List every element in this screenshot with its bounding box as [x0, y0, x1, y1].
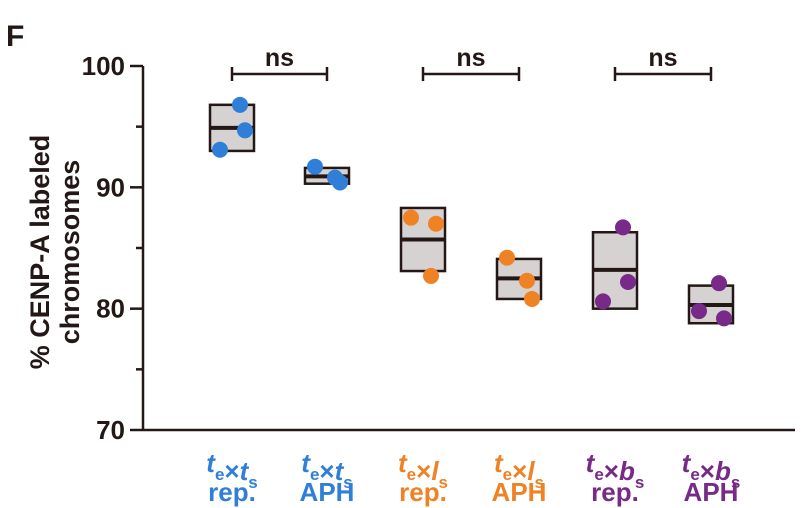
data-point — [428, 215, 444, 232]
data-point — [519, 272, 535, 289]
panel-label: F — [6, 20, 24, 53]
group-1 — [208, 96, 256, 158]
group-4 — [495, 249, 543, 307]
bracket: ns — [230, 44, 329, 81]
x-label-cross: te×ls — [398, 448, 448, 492]
data-point — [615, 219, 631, 236]
y-tick-label: 90 — [96, 172, 125, 202]
bracket-label: ns — [456, 44, 485, 72]
y-tick-label: 80 — [96, 294, 125, 324]
y-axis-label-line2: chromosomes — [55, 160, 85, 345]
x-label-condition: APH — [492, 477, 547, 507]
x-label-cross: te×ts — [206, 448, 257, 492]
data-point — [332, 174, 348, 191]
data-point — [307, 158, 323, 175]
x-label-cross: te×ts — [301, 448, 352, 492]
y-axis-label-line1: % CENP-A labeled — [25, 135, 55, 370]
data-point — [403, 209, 419, 226]
y-tick-label: 100 — [82, 51, 125, 81]
group-5 — [591, 219, 639, 310]
data-point — [595, 293, 611, 310]
x-label-condition: APH — [300, 477, 355, 507]
data-point — [711, 275, 727, 292]
x-label-condition: rep. — [591, 477, 639, 507]
bracket-line — [613, 67, 713, 81]
bracket-label: ns — [265, 44, 294, 72]
bracket: ns — [613, 44, 713, 81]
y-tick-label: 70 — [96, 415, 125, 445]
data-point — [691, 303, 707, 320]
data-point — [716, 310, 732, 327]
data-point — [620, 273, 636, 290]
data-point — [423, 267, 439, 284]
bracket-line — [421, 67, 521, 81]
bracket-line — [230, 67, 329, 81]
data-point — [212, 141, 228, 158]
data-point — [237, 122, 253, 139]
x-label-cross: te×bs — [682, 448, 741, 492]
x-tick-labels: te×tsrep.te×tsAPHte×lsrep.te×lsAPHte×bsr… — [206, 448, 740, 507]
group-6 — [687, 275, 735, 327]
boxes — [208, 96, 735, 327]
x-label-condition: APH — [684, 477, 739, 507]
bracket: ns — [421, 44, 521, 81]
group-3 — [399, 206, 447, 284]
x-label-cross: te×bs — [586, 448, 645, 492]
y-ticks: 70 80 90 100 — [82, 51, 143, 445]
y-axis-label: % CENP-A labeled chromosomes — [25, 135, 85, 370]
group-2 — [303, 158, 351, 191]
data-point — [499, 249, 515, 266]
x-label-cross: te×ls — [494, 448, 544, 492]
x-label-condition: rep. — [399, 477, 447, 507]
x-label-condition: rep. — [208, 477, 256, 507]
bracket-label: ns — [648, 44, 677, 72]
data-point — [232, 96, 248, 113]
significance-brackets: ns ns ns — [230, 44, 713, 81]
data-point — [524, 290, 540, 307]
